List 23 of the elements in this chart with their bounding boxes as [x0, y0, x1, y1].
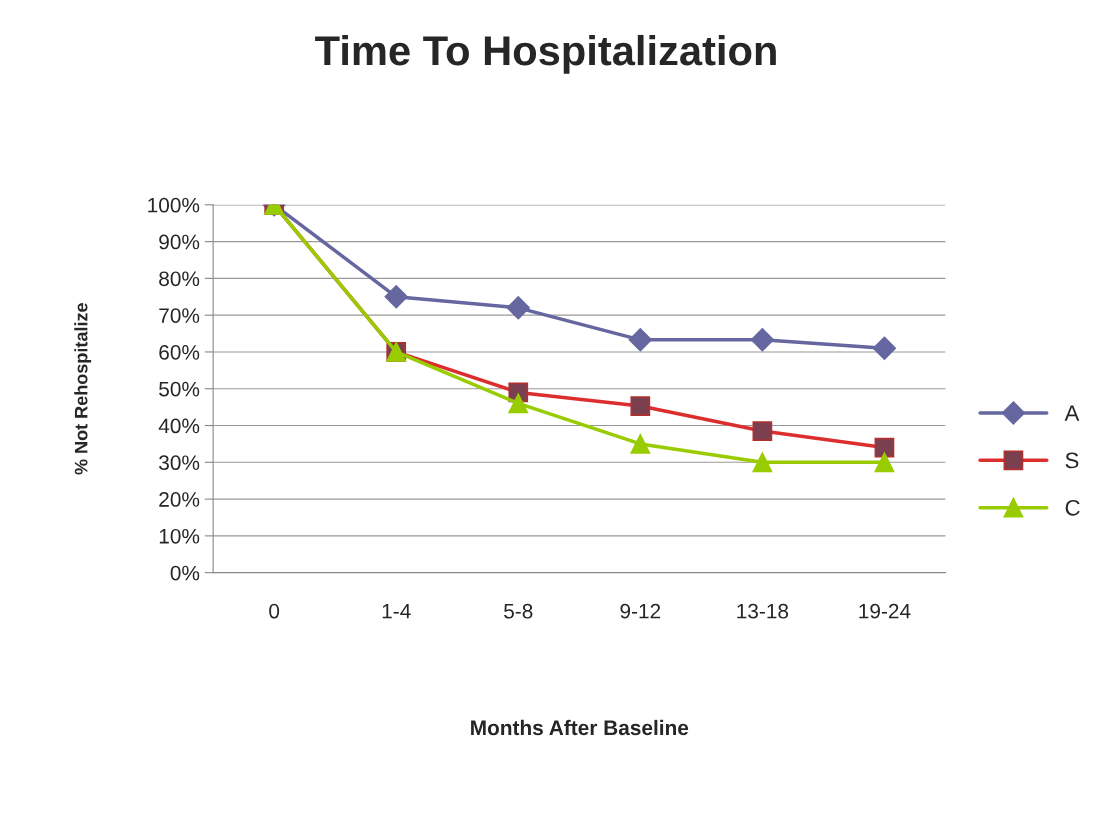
y-tick-label: 0% — [170, 565, 200, 581]
y-tick-label: 70% — [159, 308, 200, 323]
legend-label: A — [1064, 405, 1080, 421]
y-tick-label: 100% — [148, 197, 200, 213]
y-tick-label: 60% — [159, 344, 200, 360]
y-tick-label: 30% — [159, 455, 200, 471]
y-tick-label: 50% — [159, 381, 200, 397]
y-tick-label: 20% — [159, 492, 200, 507]
y-tick-label: 80% — [159, 271, 200, 287]
y-tick-label: 10% — [159, 528, 200, 544]
chart-title: Time To Hospitalization — [315, 34, 776, 74]
legend-label: S — [1065, 452, 1079, 469]
x-tick-label: 19-24 — [859, 603, 911, 619]
x-tick-label: 13-18 — [737, 603, 789, 619]
x-tick-label: 5-8 — [504, 603, 533, 619]
y-axis-title: % Not Rehospitalize — [74, 303, 92, 475]
x-tick-label: 9-12 — [620, 603, 661, 619]
x-axis-title: Months After Baseline — [471, 719, 689, 736]
y-tick-label: 40% — [158, 418, 200, 434]
x-tick-label: 1-4 — [382, 603, 411, 619]
y-tick-label: 90% — [159, 234, 200, 250]
x-tick-label: 0 — [269, 603, 280, 619]
legend-label: C — [1065, 499, 1080, 516]
